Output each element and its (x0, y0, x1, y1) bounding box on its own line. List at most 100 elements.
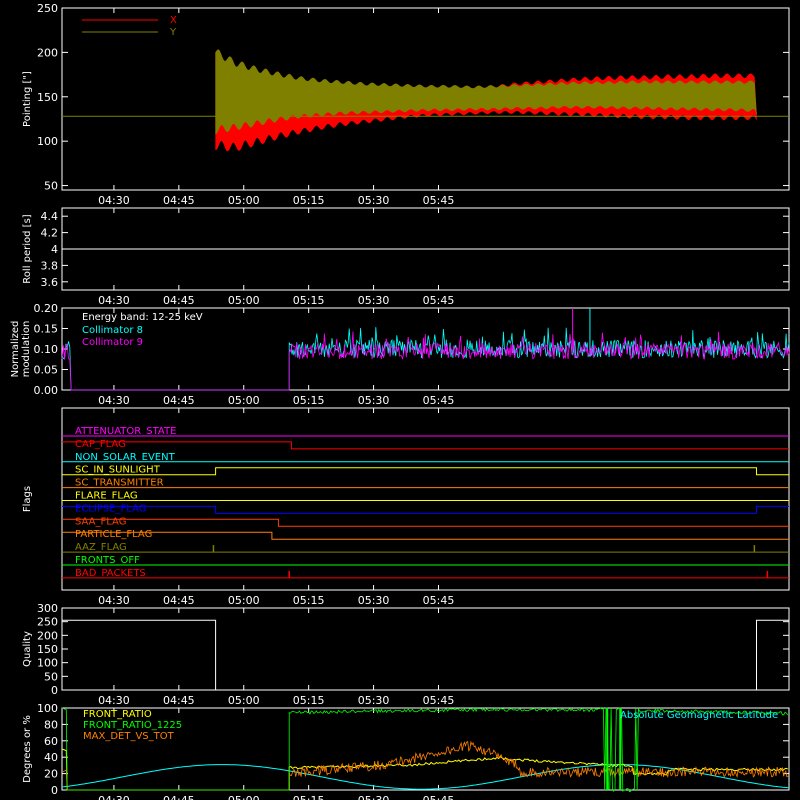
y-axis-label: Quality (22, 631, 33, 667)
x-tick-label: 05:45 (423, 294, 455, 307)
x-tick-label: 05:30 (358, 694, 390, 707)
legend-label-x: X (170, 15, 177, 26)
latitude-annotation: Absolute Geomagnetic Latitude (620, 710, 778, 721)
x-tick-label: 05:15 (293, 594, 325, 607)
y-tick-label: 0.15 (34, 323, 59, 336)
y-tick-label: 60 (44, 735, 58, 748)
panel-2: 04:30 04:45 05:00 05:15 05:30 05:45 Roll perio… (22, 207, 790, 307)
y-tick-label: 0.00 (34, 384, 59, 397)
flag-label-cap-flag: CAP_FLAG (75, 439, 126, 450)
y-tick-label: 50 (44, 670, 58, 683)
y-tick-label: 80 (44, 718, 58, 731)
y-axis-label: Degrees or % (22, 715, 33, 783)
x-tick-label: 05:45 (423, 194, 455, 207)
flag-line-particle-flag (62, 531, 789, 540)
y-tick-label: 0 (51, 684, 58, 697)
legend-label-collimator-8: Collimator 8 (82, 325, 143, 336)
legend-label-front-ratio: FRONT_RATIO (83, 709, 152, 720)
flag-line-saa-flag (62, 518, 789, 527)
flag-label-bad-packets: BAD_PACKETS (75, 568, 146, 579)
x-tick-label: 05:15 (293, 694, 325, 707)
quality-line (62, 619, 789, 691)
x-tick-label: 05:15 (293, 294, 325, 307)
geomagnetic-latitude-line (61, 764, 790, 790)
x-tick-label: 04:45 (163, 294, 195, 307)
legend-label-collimator-9: Collimator 9 (82, 337, 143, 348)
x-tick-label: 05:45 (423, 694, 455, 707)
flag-line-eclipse-flag (62, 505, 789, 514)
x-tick-label: 05:45 (423, 794, 455, 800)
panel-1: 04:30 04:45 05:00 05:15 05:30 05:45 Pointing [… (22, 2, 790, 207)
y-axis-label: Normalized (10, 321, 21, 378)
panel-6: 04:30 04:45 05:00 05:15 05:30 05:45 Degrees or… (22, 702, 790, 800)
panel-5: 04:30 04:45 05:00 05:15 05:30 05:45 Quality 050… (22, 602, 790, 707)
x-tick-label: 04:45 (163, 594, 195, 607)
y-tick-label: 4.4 (41, 210, 59, 223)
flag-label-attenuator-state: ATTENUATOR_STATE (75, 426, 176, 437)
y-tick-label: 300 (37, 602, 58, 615)
y-tick-label: 40 (44, 751, 58, 764)
y-tick-label: 250 (37, 616, 58, 629)
x-tick-label: 04:45 (163, 694, 195, 707)
x-tick-label: 05:45 (423, 594, 455, 607)
energy-band-annotation: Energy band: 12-25 keV (82, 312, 203, 323)
x-tick-label: 05:00 (228, 594, 260, 607)
x-tick-label: 04:30 (98, 594, 130, 607)
y-axis-label: Pointing ["] (22, 71, 33, 127)
y-tick-label: 100 (37, 702, 58, 715)
y-axis-label: Flags (22, 486, 33, 512)
x-tick-label: 05:15 (293, 194, 325, 207)
flag-label-saa-flag: SAA_FLAG (75, 516, 126, 527)
y-tick-label: 20 (44, 768, 58, 781)
x-tick-label: 04:30 (98, 194, 130, 207)
flag-label-flare-flag: FLARE_FLAG (75, 491, 138, 502)
panel-3: 04:30 04:45 05:00 05:15 05:30 05:45 Normalized… (10, 302, 790, 407)
x-tick-label: 04:45 (163, 394, 195, 407)
x-tick-label: 04:30 (98, 694, 130, 707)
x-tick-label: 04:45 (163, 194, 195, 207)
x-tick-label: 05:45 (423, 394, 455, 407)
x-tick-label: 04:30 (98, 294, 130, 307)
x-tick-label: 04:45 (163, 794, 195, 800)
y-axis-label: modulation (21, 321, 32, 378)
panel-frame (61, 7, 790, 191)
flag-label-eclipse-flag: ECLIPSE_FLAG (75, 503, 146, 514)
legend-label-max-det-vs-tot: MAX_DET_VS_TOT (83, 731, 175, 742)
flag-label-sc-transmitter: SC_TRANSMITTER (75, 478, 164, 489)
x-tick-label: 05:30 (358, 394, 390, 407)
y-tick-label: 4.2 (41, 227, 59, 240)
y-tick-label: 3.6 (41, 276, 59, 289)
panel-4: 04:30 04:45 05:00 05:15 05:30 05:45 Flags ATTEN… (22, 407, 790, 607)
x-tick-label: 05:30 (358, 794, 390, 800)
x-tick-label: 05:00 (228, 794, 260, 800)
flag-label-particle-flag: PARTICLE_FLAG (75, 529, 152, 540)
y-tick-label: 200 (37, 46, 58, 59)
y-tick-label: 150 (37, 643, 58, 656)
x-tick-label: 05:15 (293, 394, 325, 407)
panel-frame (61, 407, 790, 591)
y-tick-label: 100 (37, 135, 58, 148)
series-front-ratio (61, 748, 788, 791)
y-tick-label: 0.10 (34, 343, 59, 356)
y-tick-label: 100 (37, 657, 58, 670)
x-tick-label: 05:00 (228, 694, 260, 707)
flag-line-cap-flag (62, 441, 789, 450)
x-tick-label: 04:30 (98, 794, 130, 800)
series-collimator-9 (61, 331, 790, 391)
y-tick-label: 50 (44, 180, 58, 193)
x-tick-label: 05:30 (358, 294, 390, 307)
x-tick-label: 04:30 (98, 394, 130, 407)
x-tick-label: 05:30 (358, 594, 390, 607)
y-tick-label: 3.8 (41, 259, 59, 272)
y-axis-label: Roll period [s] (22, 214, 33, 283)
y-tick-label: 200 (37, 629, 58, 642)
x-tick-label: 05:30 (358, 194, 390, 207)
x-tick-label: 05:00 (228, 294, 260, 307)
flag-label-sc-in-sunlight: SC_IN_SUNLIGHT (75, 465, 161, 476)
y-tick-label: 250 (37, 2, 58, 15)
flag-label-aaz-flag: AAZ_FLAG (75, 542, 127, 553)
legend-label-y: Y (169, 27, 177, 38)
flag-label-fronts-off: FRONTS_OFF (75, 555, 140, 566)
x-tick-label: 05:00 (228, 394, 260, 407)
